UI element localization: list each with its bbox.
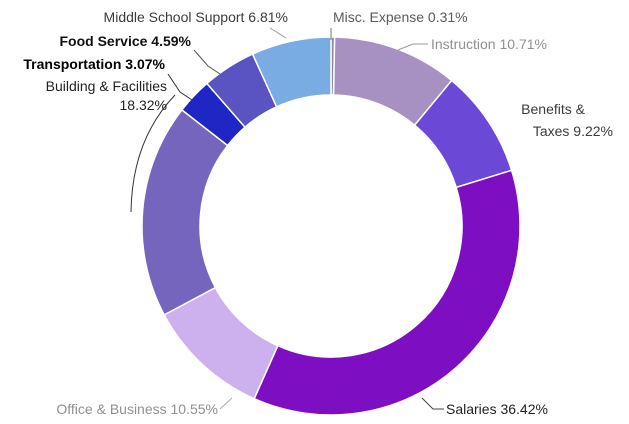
donut-slices [141, 36, 521, 416]
slice-labels: Misc. Expense 0.31% Instruction 10.71% B… [23, 9, 613, 417]
label-misc-expense: Misc. Expense 0.31% [333, 9, 468, 25]
leader-line-middle [269, 27, 287, 39]
leader-line-salaries [421, 397, 444, 410]
label-instruction: Instruction 10.71% [431, 36, 547, 52]
label-benefits-line1: Benefits & [521, 101, 585, 117]
label-building-line1: Building & Facilities [46, 78, 167, 94]
label-benefits-line2: Taxes 9.22% [533, 123, 613, 139]
label-transportation: Transportation 3.07% [23, 56, 165, 72]
leader-line-transportation [167, 73, 193, 101]
label-food-service: Food Service 4.59% [59, 33, 191, 49]
label-salaries: Salaries 36.42% [446, 401, 548, 417]
label-office-business: Office & Business 10.55% [56, 401, 218, 417]
leader-line-instruction [397, 43, 428, 51]
slice-building-facilities [141, 108, 229, 316]
label-middle-school-support: Middle School Support 6.81% [104, 9, 288, 25]
leader-line-food [193, 49, 221, 75]
slice-salaries [253, 169, 521, 416]
leader-line-building [130, 94, 176, 213]
label-building-line2: 18.32% [120, 97, 167, 113]
leader-line-office [219, 397, 233, 410]
leader-lines [130, 27, 444, 410]
